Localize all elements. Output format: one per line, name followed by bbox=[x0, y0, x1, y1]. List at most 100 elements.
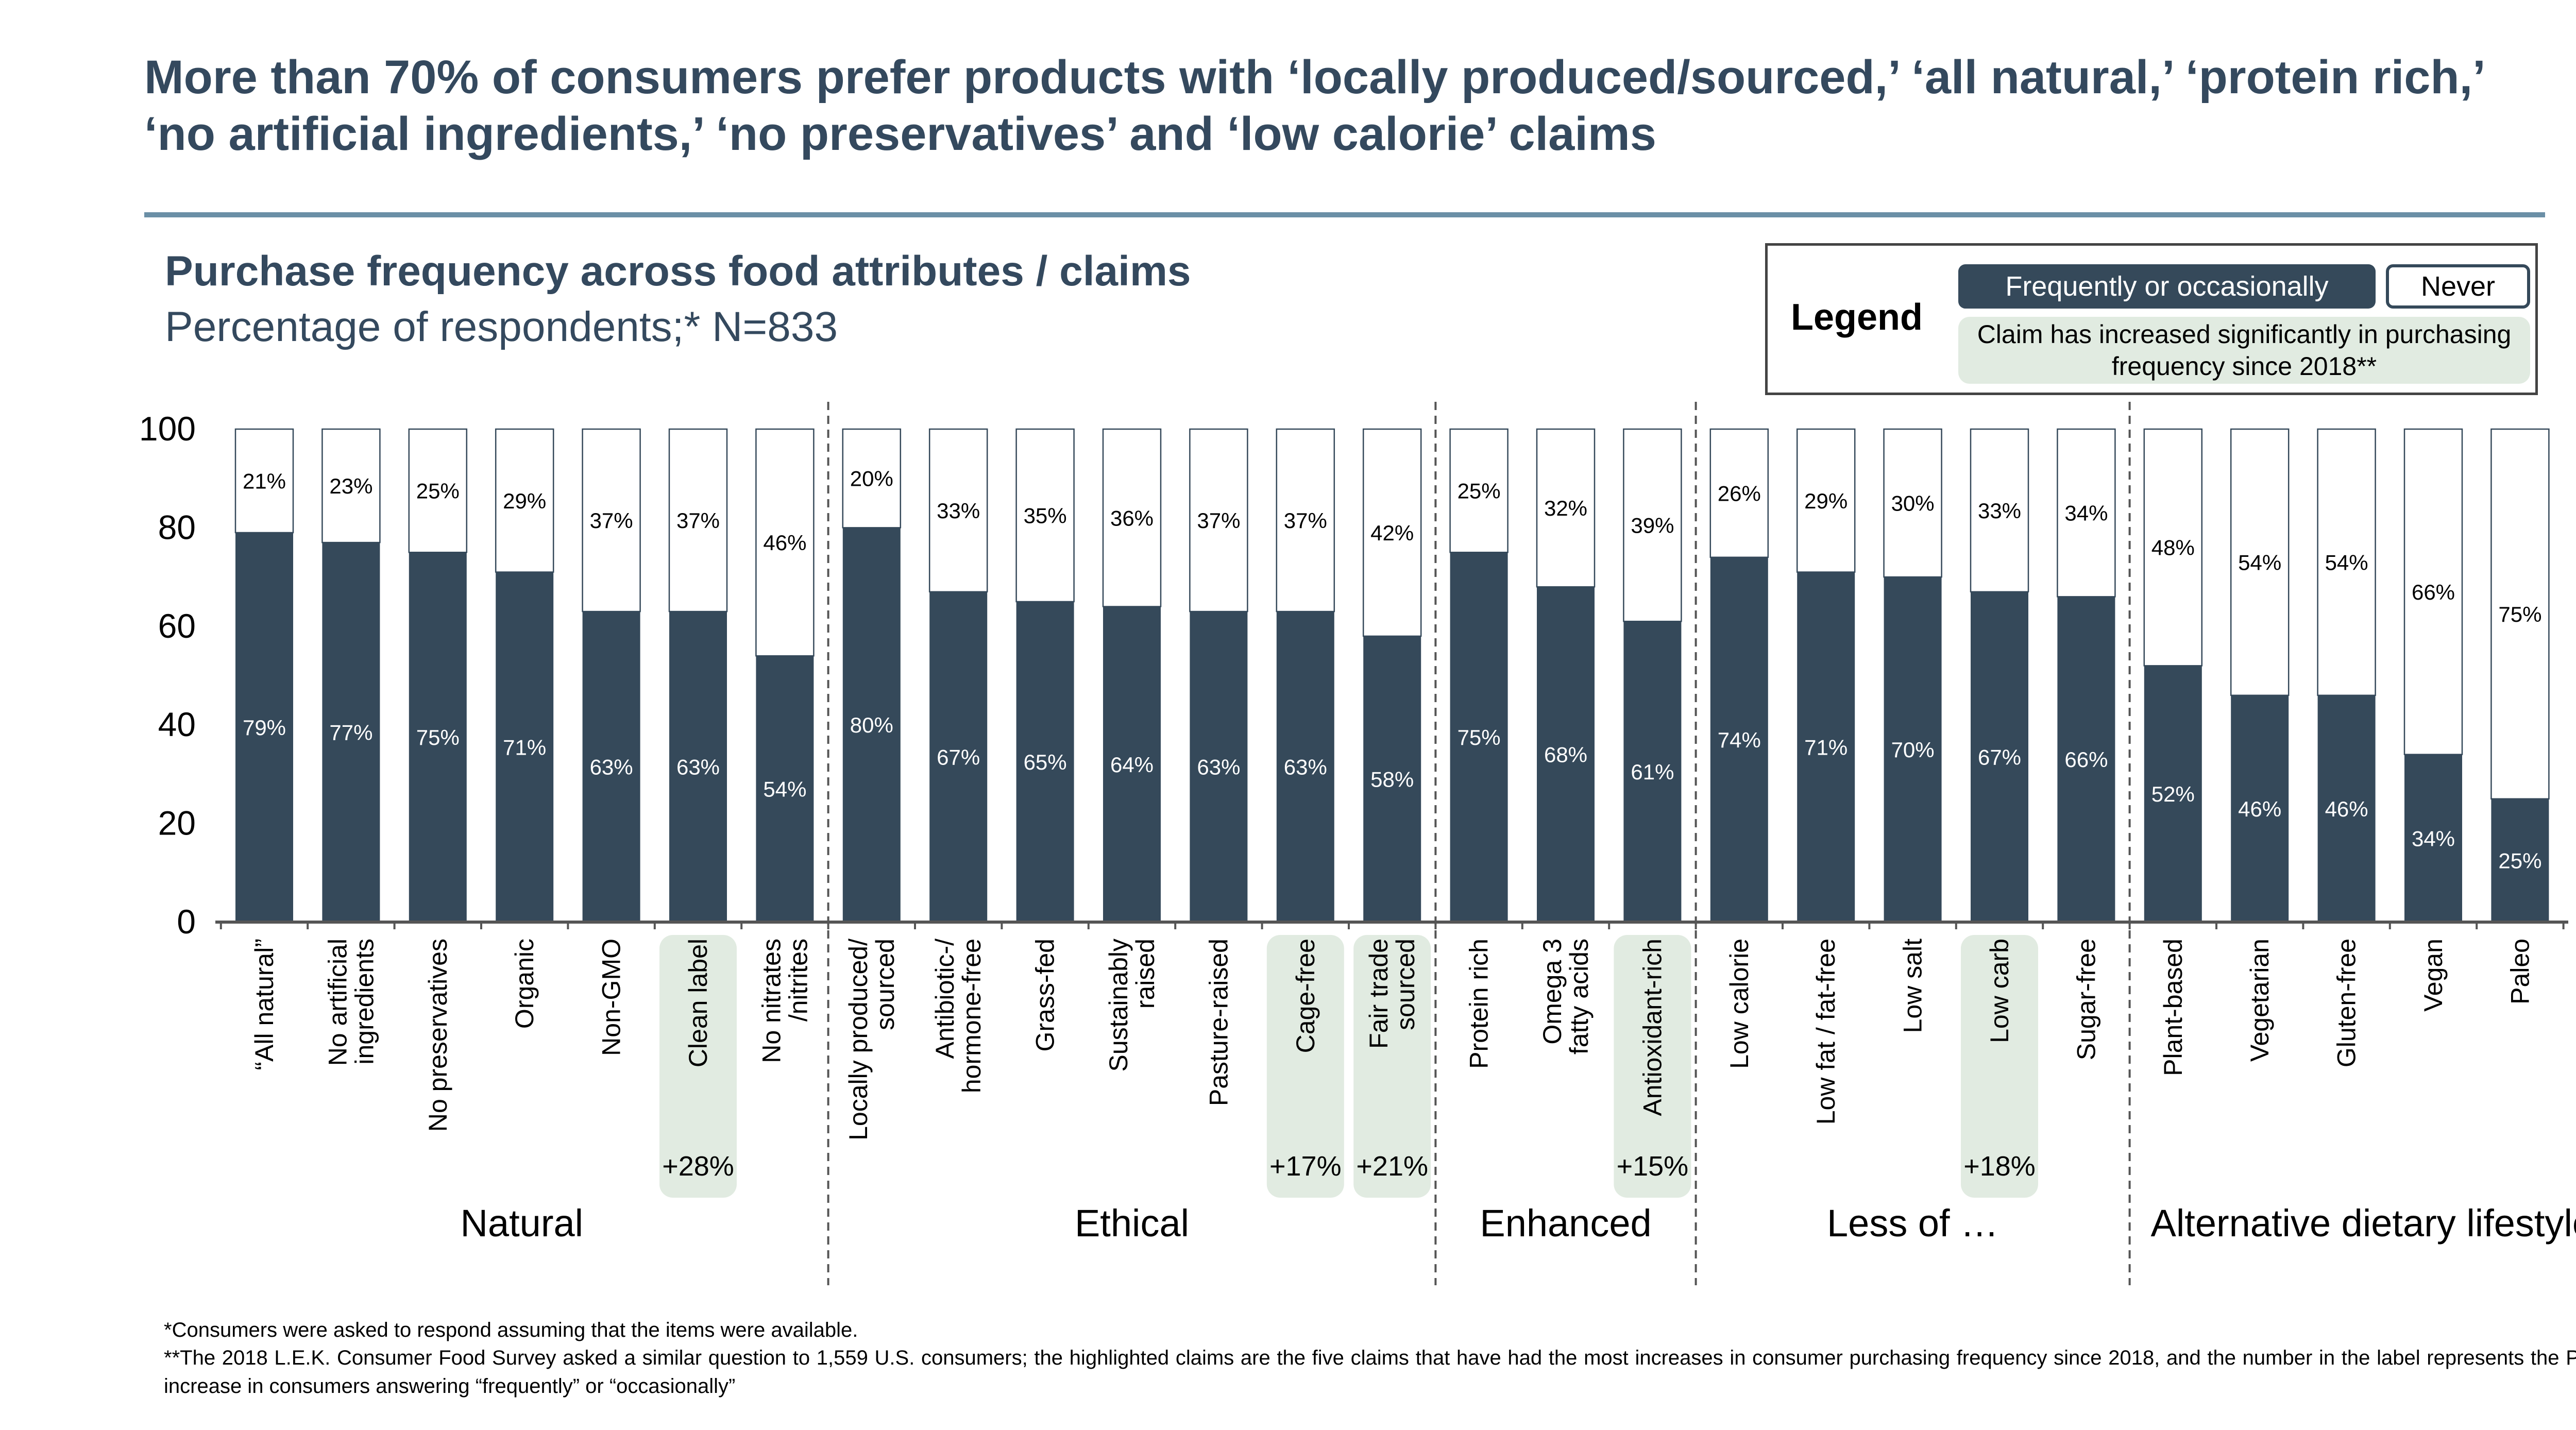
data-label-never: 42% bbox=[1370, 521, 1414, 545]
bar-never bbox=[1015, 428, 1075, 603]
legend-title: Legend bbox=[1791, 297, 1923, 338]
category-label: Antibiotic-/hormone-free bbox=[930, 939, 986, 1093]
footnote-2: **The 2018 L.E.K. Consumer Food Survey a… bbox=[164, 1347, 2576, 1398]
group-label: Less of … bbox=[1827, 1202, 1998, 1245]
data-label-frequent: 67% bbox=[1978, 745, 2021, 769]
category-label: Low fat / fat-free bbox=[1811, 939, 1840, 1125]
data-label-never: 37% bbox=[1197, 508, 1240, 533]
bar-frequent bbox=[2404, 754, 2462, 922]
data-label-frequent: 46% bbox=[2238, 797, 2281, 821]
data-label-frequent: 75% bbox=[1458, 725, 1501, 750]
data-label-never: 33% bbox=[1978, 499, 2021, 523]
bar-frequent bbox=[1710, 557, 1768, 922]
data-label-frequent: 71% bbox=[503, 735, 546, 759]
bar-frequent bbox=[2317, 695, 2376, 922]
increase-highlight bbox=[1266, 935, 1344, 1198]
legend-item-never: Never bbox=[2386, 264, 2530, 309]
category-label: Grass-fed bbox=[1031, 939, 1060, 1052]
bar-never bbox=[582, 428, 641, 612]
category-label: Non-GMO bbox=[597, 939, 626, 1056]
data-label-frequent: 74% bbox=[1718, 728, 1761, 752]
category-label: “All natural” bbox=[250, 939, 279, 1070]
data-label-frequent: 34% bbox=[2412, 826, 2455, 850]
category-label: Locally produced/sourced bbox=[844, 939, 900, 1140]
chart-subtitle: Percentage of respondents;* N=833 bbox=[165, 303, 838, 350]
legend: Legend Frequently or occasionally Never … bbox=[1765, 243, 2538, 395]
data-label-frequent: 67% bbox=[937, 745, 980, 769]
data-label-frequent: 64% bbox=[1110, 753, 1154, 777]
increase-highlight bbox=[1961, 935, 2038, 1198]
group-label: Enhanced bbox=[1480, 1202, 1651, 1245]
data-label-never: 29% bbox=[1804, 489, 1848, 513]
data-label-frequent: 63% bbox=[676, 755, 720, 779]
data-label-never: 37% bbox=[590, 508, 633, 533]
group-label: Ethical bbox=[1075, 1202, 1189, 1245]
data-label-never: 29% bbox=[503, 489, 546, 513]
bar-never bbox=[2230, 428, 2290, 696]
category-label: Plant-based bbox=[2159, 939, 2188, 1076]
y-tick-label: 80 bbox=[158, 508, 196, 546]
bar-never bbox=[1970, 428, 2029, 593]
data-label-never: 75% bbox=[2498, 602, 2541, 626]
bar-never bbox=[2490, 428, 2550, 799]
bar-frequent bbox=[1016, 601, 1074, 922]
data-label-never: 25% bbox=[416, 479, 460, 503]
data-label-frequent: 61% bbox=[1631, 760, 1674, 784]
bar-frequent bbox=[1971, 591, 2028, 922]
y-tick-label: 20 bbox=[158, 804, 196, 842]
data-label-never: 20% bbox=[850, 467, 893, 491]
bar-never bbox=[2317, 428, 2376, 696]
stacked-bar-chart: 0 20 40 60 80 100 79% 21% 77% 23% 75% 25% 71% 29% 63% 3… bbox=[139, 402, 2576, 1285]
category-label: Gluten-free bbox=[2332, 939, 2361, 1067]
bar-frequent bbox=[1537, 587, 1595, 922]
y-tick-label: 100 bbox=[139, 410, 196, 448]
chart-title: Purchase frequency across food attribute… bbox=[165, 248, 1191, 295]
increase-label: +17% bbox=[1269, 1151, 1342, 1182]
data-label-frequent: 71% bbox=[1804, 735, 1848, 759]
footnotes: *Consumers were asked to respond assumin… bbox=[164, 1316, 2576, 1400]
data-label-never: 33% bbox=[937, 499, 980, 523]
increase-highlight bbox=[1353, 935, 1431, 1198]
category-label: Protein rich bbox=[1465, 939, 1494, 1069]
bar-never bbox=[2143, 428, 2203, 667]
bar-frequent bbox=[1276, 611, 1334, 922]
bar-frequent bbox=[1797, 572, 1855, 922]
data-label-never: 54% bbox=[2238, 550, 2281, 574]
bar-frequent bbox=[2491, 798, 2549, 922]
data-label-frequent: 80% bbox=[850, 713, 893, 737]
category-label: No nitrates/nitrites bbox=[757, 939, 812, 1063]
increase-label: +28% bbox=[662, 1151, 734, 1182]
increase-label: +21% bbox=[1356, 1151, 1428, 1182]
data-label-frequent: 66% bbox=[2064, 747, 2108, 772]
category-label: Low carb bbox=[1985, 939, 2014, 1043]
bar-never bbox=[755, 428, 815, 657]
category-label: Clean label bbox=[684, 939, 713, 1067]
category-label: No preservatives bbox=[423, 939, 452, 1132]
bar-never bbox=[928, 428, 988, 593]
data-label-frequent: 58% bbox=[1370, 767, 1414, 791]
bar-never bbox=[495, 428, 554, 573]
bar-frequent bbox=[1190, 611, 1248, 922]
bar-never bbox=[1709, 428, 1769, 558]
category-label: Low calorie bbox=[1725, 939, 1754, 1069]
y-tick-label: 60 bbox=[158, 607, 196, 645]
bar-frequent bbox=[929, 591, 988, 922]
data-label-frequent: 63% bbox=[1197, 755, 1240, 779]
bar-frequent bbox=[1450, 552, 1508, 922]
category-label: Cage-free bbox=[1291, 939, 1320, 1053]
category-label: No artificialingredients bbox=[323, 939, 379, 1066]
increase-label: +15% bbox=[1617, 1151, 1689, 1182]
bar-never bbox=[1623, 428, 1682, 622]
bar-frequent bbox=[1623, 621, 1682, 922]
bar-frequent bbox=[582, 611, 640, 922]
category-label: Vegetarian bbox=[2245, 939, 2274, 1062]
bar-never bbox=[668, 428, 728, 612]
bar-frequent bbox=[409, 552, 467, 922]
increase-highlight bbox=[1614, 935, 1691, 1198]
data-label-frequent: 79% bbox=[243, 716, 286, 740]
page-headline: More than 70% of consumers prefer produc… bbox=[144, 51, 2483, 161]
bar-frequent bbox=[2231, 695, 2289, 922]
data-label-never: 32% bbox=[1544, 496, 1587, 520]
data-label-frequent: 68% bbox=[1544, 743, 1587, 767]
bar-frequent bbox=[842, 527, 901, 922]
